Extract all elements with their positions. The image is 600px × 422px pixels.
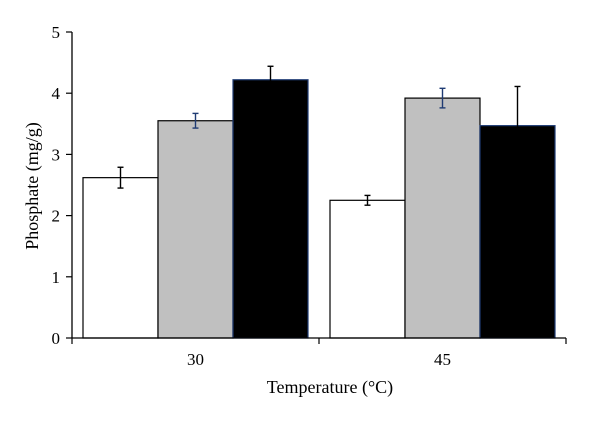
y-tick-label: 2 (52, 207, 61, 226)
x-tick-label: 45 (434, 350, 451, 369)
bars-layer (82, 65, 556, 339)
bar (157, 120, 234, 339)
bar (232, 79, 309, 339)
bar (404, 97, 481, 339)
y-tick-label: 3 (52, 145, 61, 164)
x-axis-title: Temperature (°C) (267, 377, 393, 398)
y-tick-label: 0 (52, 329, 61, 348)
y-tick-label: 1 (52, 268, 61, 287)
y-ticks-layer: 0 1 2 3 4 5 (52, 23, 72, 348)
y-tick-label: 5 (52, 23, 61, 42)
x-ticks-layer: 30 45 (71, 338, 567, 369)
x-tick-label: 30 (187, 350, 204, 369)
bar (82, 177, 159, 339)
bar (329, 199, 406, 339)
y-axis-title: Phosphate (mg/g) (22, 122, 43, 250)
y-tick-label: 4 (52, 84, 61, 103)
